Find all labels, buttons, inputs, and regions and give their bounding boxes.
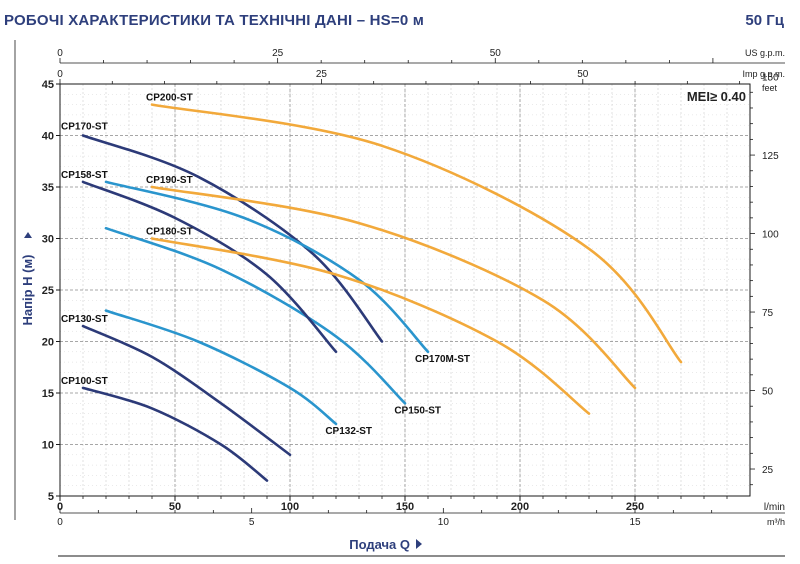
us-gpm-unit: US g.p.m.	[745, 48, 785, 58]
curve-cp180-st	[150, 237, 591, 415]
curve-labels: CP100-ST CP130-ST CP132-ST CP150-ST CP158-ST…	[61, 93, 470, 437]
curve-cp132-st	[104, 309, 338, 426]
mei-label: MEI≥ 0.40	[687, 89, 746, 104]
series-label: CP150-ST	[394, 405, 441, 416]
m3h-tick-label: 10	[438, 517, 450, 528]
y-tick-label: 10	[42, 440, 54, 452]
x-tick-label: 50	[169, 501, 181, 513]
series-label: CP200-ST	[146, 93, 193, 104]
curve-cp150-st	[104, 226, 407, 405]
y-axis-arrow-icon	[24, 232, 32, 238]
y-axis-title: Напір H (м)	[20, 232, 35, 325]
imp-gpm-tick-label: 0	[57, 69, 63, 80]
us-gpm-tick-label: 0	[57, 48, 63, 59]
curve-cp200-st	[150, 103, 683, 364]
curve-cp170m-st	[104, 180, 430, 354]
curve-cp190-st	[150, 185, 637, 390]
frequency-label: 50 Гц	[745, 12, 784, 29]
feet-tick-label: 50	[762, 387, 774, 398]
y-tick-label: 40	[42, 131, 54, 143]
curve-cp130-st	[81, 324, 292, 457]
y-axis-label: Напір H (м)	[20, 255, 35, 326]
series-label: CP180-ST	[146, 227, 193, 238]
performance-curves	[81, 103, 683, 482]
y-tick-label: 5	[48, 491, 54, 503]
feet-tick-label: 25	[762, 465, 774, 476]
series-label: CP190-ST	[146, 175, 193, 186]
feet-tick-label: 100	[762, 230, 779, 241]
series-label: CP100-ST	[61, 376, 108, 387]
series-label: CP130-ST	[61, 314, 108, 325]
feet-unit: feet	[762, 83, 778, 93]
x-axis-label: Подача Q	[349, 537, 410, 552]
y-tick-label: 30	[42, 234, 54, 246]
m3h-unit: m³/h	[767, 517, 785, 527]
feet-tick-label: 150	[762, 73, 779, 84]
y-tick-label: 15	[42, 388, 54, 400]
y-tick-label: 35	[42, 182, 54, 194]
series-label: CP158-ST	[61, 170, 108, 181]
imp-gpm-unit: Imp g.p.m.	[742, 69, 785, 79]
series-label: CP170-ST	[61, 122, 108, 133]
x-tick-label: 200	[511, 501, 529, 513]
y-tick-label: 20	[42, 337, 54, 349]
m3h-tick-label: 15	[629, 517, 641, 528]
x-tick-label: 100	[281, 501, 299, 513]
chart-title: РОБОЧІ ХАРАКТЕРИСТИКИ ТА ТЕХНІЧНІ ДАНІ –…	[4, 12, 425, 29]
curve-cp100-st	[81, 386, 269, 482]
us-gpm-tick-label: 50	[490, 48, 502, 59]
x-tick-label: 150	[396, 501, 414, 513]
m3h-tick-label: 5	[249, 517, 255, 528]
imp-gpm-tick-label: 50	[577, 69, 589, 80]
m3h-tick-label: 0	[57, 517, 63, 528]
x-tick-label: 0	[57, 501, 63, 513]
series-label: CP132-ST	[325, 426, 372, 437]
us-gpm-tick-label: 25	[272, 48, 284, 59]
x-tick-label: 250	[626, 501, 644, 513]
imp-gpm-tick-label: 25	[316, 69, 328, 80]
curve-cp158-st	[81, 180, 338, 354]
y-tick-label: 45	[42, 79, 54, 91]
feet-tick-label: 75	[762, 308, 774, 319]
series-label: CP170M-ST	[415, 354, 470, 365]
y-tick-label: 25	[42, 285, 54, 297]
feet-tick-label: 125	[762, 151, 779, 162]
x-axis-arrow-icon	[416, 539, 422, 549]
x-unit-lmin: l/min	[764, 502, 785, 513]
curve-cp170-st	[81, 134, 384, 343]
grid	[60, 84, 750, 496]
